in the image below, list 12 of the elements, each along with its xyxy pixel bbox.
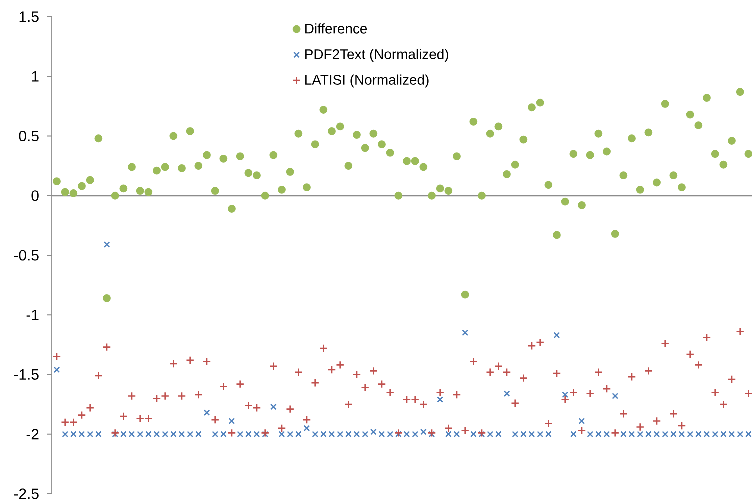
y-tick-label: -1 [26, 310, 39, 320]
y-tick-label: -2 [26, 429, 39, 440]
y-tick-label: -0.5 [14, 250, 39, 261]
legend-label: Difference [306, 24, 368, 34]
legend-label: PDF2Text (Normalized) [306, 49, 448, 62]
y-tick-label: 1 [32, 71, 39, 82]
y-tick-label: 0 [32, 190, 39, 202]
y-tick-label: 1.5 [20, 12, 39, 22]
legend-label: LATISI (Normalized) [306, 74, 429, 88]
y-tick-label: -1.5 [14, 370, 39, 380]
y-tick-label: 0.5 [19, 130, 39, 142]
y-tick-label: -2.5 [14, 488, 39, 500]
